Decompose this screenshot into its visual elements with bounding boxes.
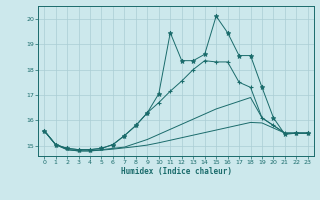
X-axis label: Humidex (Indice chaleur): Humidex (Indice chaleur): [121, 167, 231, 176]
